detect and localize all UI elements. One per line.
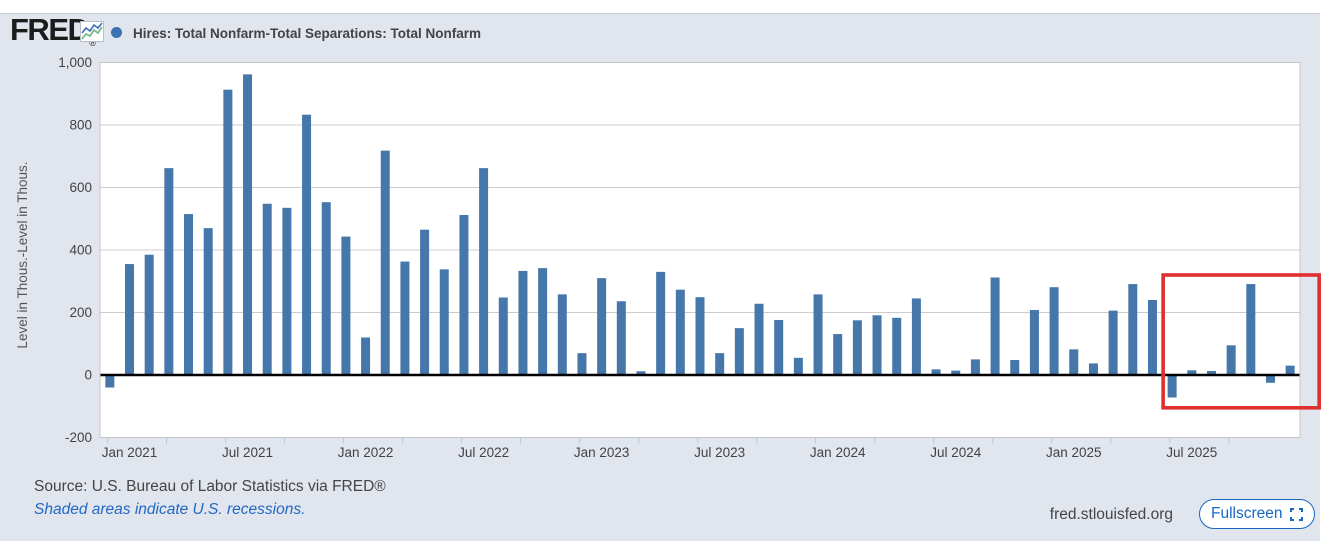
bar-jul-2024[interactable] [951,370,961,375]
bar-dec-2020[interactable] [105,375,115,388]
bar-may-2024[interactable] [911,298,921,375]
bar-dec-2022[interactable] [577,353,587,375]
bar-sep-2021[interactable] [282,207,292,375]
highlight-annotation-box [1161,273,1321,410]
bar-feb-2025[interactable] [1088,363,1098,375]
bar-oct-2025[interactable] [1246,284,1256,375]
y-tick-label: 200 [69,305,92,320]
bar-oct-2024[interactable] [1010,360,1020,375]
fullscreen-button[interactable]: Fullscreen [1199,499,1315,529]
chart-svg: 1,000 800 600 400 200 0 -200 Level in Thous.-Le… [15,55,1321,460]
bar-jan-2023[interactable] [597,278,607,375]
bar-mar-2025[interactable] [1108,310,1118,375]
bar-nov-2021[interactable] [321,202,331,375]
sparkline-icon [81,22,103,40]
bar-jan-2021[interactable] [125,264,135,375]
bar-dec-2023[interactable] [813,294,823,375]
bar-jun-2024[interactable] [931,369,941,375]
y-tick-label: 800 [69,118,92,133]
source-note: Source: U.S. Bureau of Labor Statistics … [34,478,386,495]
bar-oct-2022[interactable] [538,268,548,375]
bar-aug-2024[interactable] [970,359,980,375]
bar-feb-2023[interactable] [616,301,626,375]
bar-may-2023[interactable] [675,289,685,375]
bar-dec-2025[interactable] [1285,365,1295,375]
bar-jun-2023[interactable] [695,297,705,375]
x-tick-label: Jan 2021 [102,445,158,460]
bar-mar-2023[interactable] [636,371,646,375]
expand-icon [1289,507,1303,521]
bar-nov-2024[interactable] [1029,310,1039,375]
y-tick-label: -200 [65,430,92,445]
fred-logo-chart-icon [80,21,104,42]
x-tick-label: Jul 2023 [694,445,745,460]
bar-jun-2021[interactable] [223,89,233,375]
bar-apr-2021[interactable] [184,214,194,375]
y-axis-title: Level in Thous.-Level in Thous. [15,161,30,348]
bar-sep-2025[interactable] [1226,345,1236,375]
x-tick-label: Jan 2025 [1046,445,1102,460]
bar-apr-2024[interactable] [892,317,902,375]
bar-oct-2021[interactable] [302,114,312,375]
x-tick-label: Jan 2024 [810,445,866,460]
bar-jun-2022[interactable] [459,215,469,375]
y-tick-label: 600 [69,180,92,195]
bar-feb-2021[interactable] [144,254,154,375]
bar-jul-2021[interactable] [243,74,253,375]
bar-aug-2023[interactable] [734,328,744,375]
plot-border [99,62,1301,438]
bar-sep-2022[interactable] [518,270,528,375]
x-tick-label: Jul 2024 [930,445,982,460]
bar-mar-2022[interactable] [400,261,410,375]
recession-note-link[interactable]: Shaded areas indicate U.S. recessions. [34,501,306,518]
bar-aug-2021[interactable] [262,203,272,375]
bar-jan-2025[interactable] [1069,349,1079,375]
bar-nov-2022[interactable] [557,294,567,375]
bar-feb-2024[interactable] [852,320,862,375]
y-tick-label: 1,000 [58,55,92,70]
bar-apr-2022[interactable] [420,229,430,375]
fred-logo-text: FRED [10,12,90,47]
bar-apr-2023[interactable] [656,271,666,375]
bar-sep-2023[interactable] [754,303,764,375]
bar-nov-2025[interactable] [1265,375,1275,383]
bar-mar-2021[interactable] [164,168,174,375]
bar-oct-2023[interactable] [774,320,784,375]
x-tick-label: Jan 2023 [574,445,630,460]
bar-dec-2021[interactable] [341,236,351,375]
bar-aug-2025[interactable] [1206,370,1216,375]
x-tick-label: Jul 2021 [222,445,273,460]
x-tick-label: Jul 2025 [1166,445,1217,460]
x-tick-label: Jul 2022 [458,445,509,460]
x-tick-label: Jan 2022 [338,445,394,460]
bar-apr-2025[interactable] [1128,284,1138,375]
bar-dec-2024[interactable] [1049,287,1059,375]
bar-jul-2022[interactable] [479,168,489,375]
bar-may-2025[interactable] [1147,300,1157,375]
bar-jan-2022[interactable] [361,337,371,376]
bar-jan-2024[interactable] [833,334,843,375]
bar-nov-2023[interactable] [793,357,803,375]
bar-feb-2022[interactable] [380,150,390,375]
series-legend-marker [111,27,122,38]
bar-jul-2023[interactable] [715,353,725,375]
registered-mark: ® [89,38,96,48]
site-url: fred.stlouisfed.org [1049,506,1173,523]
y-tick-label: 0 [84,368,92,383]
bar-jun-2025[interactable] [1167,375,1177,398]
bar-may-2021[interactable] [203,228,213,375]
bar-aug-2022[interactable] [498,297,508,376]
fred-logo[interactable]: FRED® [10,12,96,52]
bar-may-2022[interactable] [439,269,449,375]
bar-mar-2024[interactable] [872,315,882,375]
y-tick-label: 400 [69,243,92,258]
bar-jul-2025[interactable] [1187,370,1197,375]
fullscreen-label: Fullscreen [1211,505,1283,522]
bar-sep-2024[interactable] [990,277,1000,376]
series-title: Hires: Total Nonfarm-Total Separations: … [133,26,482,41]
